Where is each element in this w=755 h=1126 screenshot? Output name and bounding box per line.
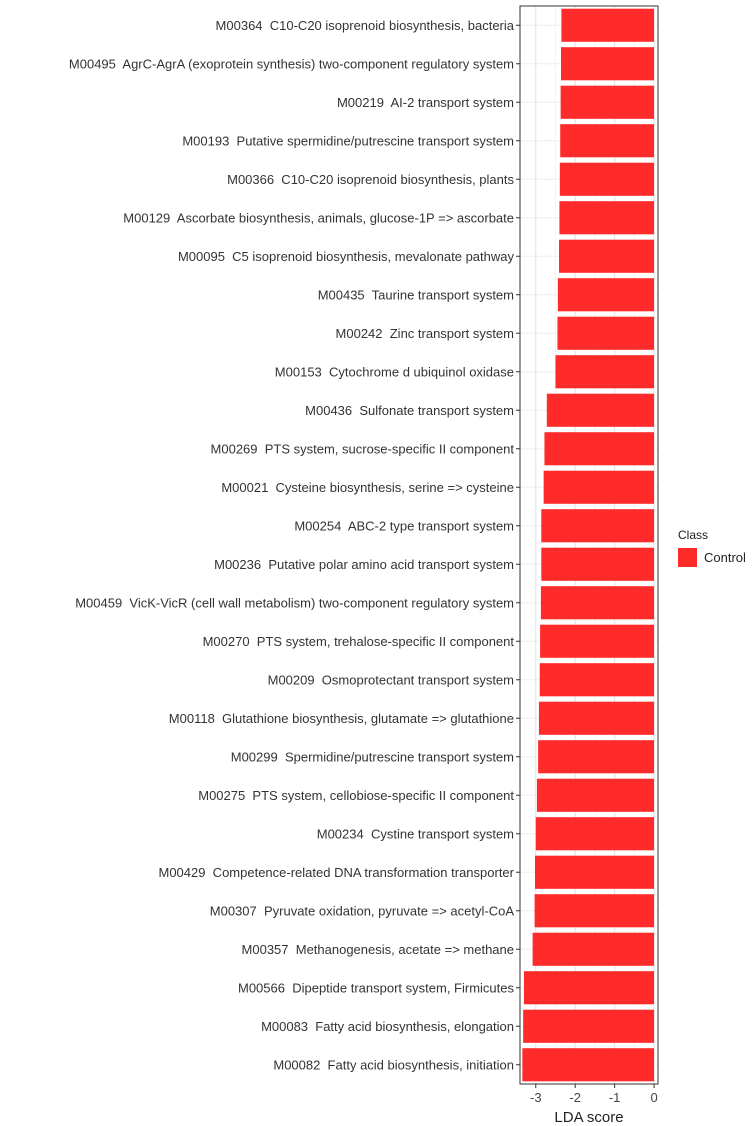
bar (538, 701, 655, 735)
panel-border (519, 5, 659, 1085)
category-label: M00429 Competence-related DNA transforma… (158, 865, 514, 880)
x-tick-label: -3 (530, 1090, 542, 1105)
category-label: M00193 Putative spermidine/putrescine tr… (182, 133, 514, 148)
bar (536, 778, 655, 812)
bar (559, 239, 655, 273)
category-label: M00209 Osmoprotectant transport system (268, 672, 514, 687)
bar (538, 740, 655, 774)
legend-swatch (678, 548, 697, 567)
x-tick-label: -2 (569, 1090, 581, 1105)
legend: Class Control (678, 528, 746, 567)
bar (534, 855, 655, 889)
bar (541, 547, 655, 581)
x-tick-label: -1 (609, 1090, 621, 1105)
bar (559, 162, 655, 196)
bar (540, 624, 655, 658)
bar (559, 201, 655, 235)
bar (532, 932, 655, 966)
category-label: M00270 PTS system, trehalose-specific II… (203, 634, 515, 649)
bar (541, 509, 655, 543)
category-label: M00236 Putative polar amino acid transpo… (214, 557, 514, 572)
bar (543, 470, 655, 504)
category-label: M00364 C10-C20 isoprenoid biosynthesis, … (216, 18, 515, 33)
category-label: M00242 Zinc transport system (336, 326, 514, 341)
bar (535, 817, 655, 851)
x-axis-ticks: -3 -2 -1 0 (530, 1084, 658, 1105)
bar (522, 1048, 655, 1082)
category-labels: M00364 C10-C20 isoprenoid biosynthesis, … (69, 18, 520, 1072)
category-label: M00366 C10-C20 isoprenoid biosynthesis, … (227, 172, 514, 187)
category-label: M00129 Ascorbate biosynthesis, animals, … (123, 210, 514, 225)
legend-label: Control (704, 550, 746, 565)
category-label: M00495 AgrC-AgrA (exoprotein synthesis) … (69, 56, 514, 71)
category-label: M00459 VicK-VicR (cell wall metabolism) … (75, 595, 514, 610)
category-label: M00357 Methanogenesis, acetate => methan… (242, 942, 514, 957)
bar (561, 8, 655, 42)
category-label: M00254 ABC-2 type transport system (294, 518, 514, 533)
bar (560, 85, 655, 119)
category-label: M00118 Glutathione biosynthesis, glutama… (169, 711, 514, 726)
category-label: M00436 Sulfonate transport system (305, 403, 514, 418)
legend-title: Class (678, 528, 709, 542)
bar (555, 355, 655, 389)
bar (523, 1009, 655, 1043)
category-label: M00299 Spermidine/putrescine transport s… (231, 749, 514, 764)
category-label: M00275 PTS system, cellobiose-specific I… (198, 788, 514, 803)
bar (557, 316, 655, 350)
bar (544, 432, 655, 466)
category-label: M00566 Dipeptide transport system, Firmi… (238, 980, 514, 995)
bar (561, 47, 655, 81)
x-tick-label: 0 (650, 1090, 657, 1105)
legend-item-control: Control (678, 548, 746, 567)
category-label: M00269 PTS system, sucrose-specific II c… (211, 441, 515, 456)
category-label: M00083 Fatty acid biosynthesis, elongati… (261, 1019, 514, 1034)
category-label: M00435 Taurine transport system (318, 287, 514, 302)
category-label: M00234 Cystine transport system (317, 826, 514, 841)
bar (560, 124, 655, 158)
bar (557, 278, 655, 312)
category-label: M00307 Pyruvate oxidation, pyruvate => a… (210, 903, 515, 918)
category-label: M00219 AI-2 transport system (337, 95, 514, 110)
category-label: M00021 Cysteine biosynthesis, serine => … (221, 480, 514, 495)
category-label: M00095 C5 isoprenoid biosynthesis, meval… (178, 249, 515, 264)
bar (546, 393, 655, 427)
category-label: M00153 Cytochrome d ubiquinol oxidase (275, 364, 514, 379)
category-label: M00082 Fatty acid biosynthesis, initiati… (273, 1057, 514, 1072)
bars (522, 8, 655, 1082)
bar (540, 586, 655, 620)
bar (534, 894, 655, 928)
x-axis-title: LDA score (554, 1109, 623, 1126)
bar (539, 663, 655, 697)
bar (523, 971, 655, 1005)
